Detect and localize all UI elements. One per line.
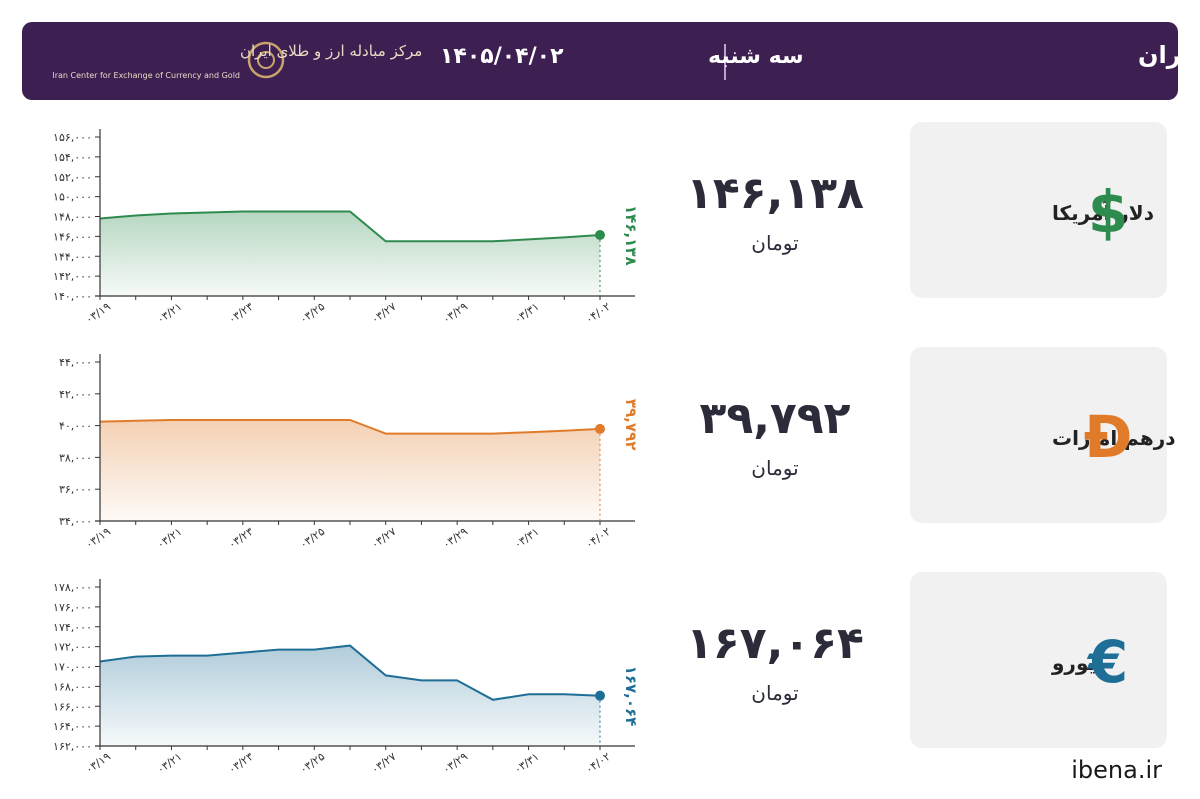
y-tick-label: ۱۷۶,۰۰۰	[53, 601, 92, 614]
logo-ring	[247, 41, 285, 79]
area	[100, 420, 600, 521]
logo-subtitle: Iran Center for Exchange of Currency and…	[52, 71, 240, 80]
header-weekday: سه شنبه	[708, 44, 804, 69]
y-tick-label: ۱۴۴,۰۰۰	[53, 250, 92, 263]
currency-symbol: $	[1088, 178, 1128, 246]
y-tick-label: ۴۲,۰۰۰	[59, 388, 92, 401]
end-point	[595, 230, 605, 241]
y-tick-label: ۳۸,۰۰۰	[59, 451, 92, 464]
y-tick-label: ۴۴,۰۰۰	[59, 356, 92, 369]
currency-symbol: Đ	[1084, 403, 1133, 471]
header-title: نرخ قیمت ارز مرکز مبادله ایران	[1138, 41, 1200, 69]
logo-name: مرکز مبادله ارز و طلای ایران	[240, 42, 422, 60]
y-tick-label: ۱۵۲,۰۰۰	[53, 171, 92, 184]
y-tick-label: ۱۷۲,۰۰۰	[53, 641, 92, 654]
y-tick-label: ۱۴۶,۰۰۰	[53, 230, 92, 243]
end-point	[595, 423, 605, 434]
price-value: ۱۶۷,۰۶۴	[686, 618, 864, 669]
y-tick-label: ۱۶۸,۰۰۰	[53, 680, 92, 693]
footer-site: ibena.ir	[1071, 756, 1162, 784]
price-value: ۳۹,۷۹۲	[700, 393, 851, 444]
end-value-label: ۱۴۶,۱۳۸	[622, 205, 640, 266]
y-tick-label: ۱۵۴,۰۰۰	[53, 151, 92, 164]
y-tick-label: ۱۷۴,۰۰۰	[53, 621, 92, 634]
currency-card	[910, 572, 1167, 748]
price-unit: تومان	[751, 456, 798, 480]
y-tick-label: ۱۴۲,۰۰۰	[53, 270, 92, 283]
y-tick-label: ۱۷۰,۰۰۰	[53, 661, 92, 674]
currency-name: درهم امارات	[1052, 426, 1176, 450]
currency-name: دلار آمریکا	[1052, 200, 1154, 225]
y-tick-label: ۱۷۸,۰۰۰	[53, 581, 92, 594]
area	[100, 211, 600, 296]
header-date: ۱۴۰۵/۰۴/۰۲	[440, 44, 564, 69]
area	[100, 645, 600, 746]
end-value-label: ۳۹,۷۹۲	[622, 399, 640, 450]
y-tick-label: ۱۵۶,۰۰۰	[53, 131, 92, 144]
price-unit: تومان	[751, 681, 798, 705]
y-tick-label: ۱۵۰,۰۰۰	[53, 191, 92, 204]
y-tick-label: ۱۶۲,۰۰۰	[53, 740, 92, 753]
y-tick-label: ۱۴۸,۰۰۰	[53, 211, 92, 224]
logo-core	[257, 51, 275, 69]
y-tick-label: ۱۶۶,۰۰۰	[53, 700, 92, 713]
y-tick-label: ۴۰,۰۰۰	[59, 420, 92, 433]
header-bar	[22, 22, 1178, 100]
y-tick-label: ۱۴۰,۰۰۰	[53, 290, 92, 303]
line	[99, 419, 601, 435]
line	[99, 210, 601, 243]
logo	[247, 41, 285, 79]
y-tick-label: ۳۶,۰۰۰	[59, 483, 92, 496]
currency-card	[910, 347, 1167, 523]
y-tick-label: ۱۶۴,۰۰۰	[53, 720, 92, 733]
end-point	[595, 690, 605, 701]
price-value: ۱۴۶,۱۳۸	[686, 168, 864, 219]
end-value-label: ۱۶۷,۰۶۴	[622, 666, 640, 727]
currency-name: یورو	[1051, 651, 1096, 675]
y-tick-label: ۳۴,۰۰۰	[59, 515, 92, 528]
currency-card	[910, 122, 1167, 298]
price-unit: تومان	[751, 231, 798, 255]
currency-symbol: €	[1086, 628, 1128, 696]
line	[99, 644, 601, 701]
